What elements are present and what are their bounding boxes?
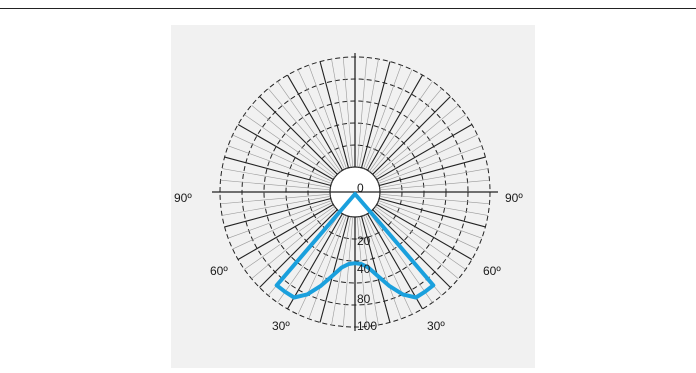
grid-spoke-minor <box>370 88 443 174</box>
angle-label-right-60: 60º <box>483 264 501 278</box>
grid-spoke-major <box>259 96 338 175</box>
grid-spoke-major <box>287 213 343 310</box>
grid-spoke-minor <box>378 145 482 184</box>
grid-spoke-minor <box>363 65 402 169</box>
grid-spoke-minor <box>369 81 433 172</box>
grid-spoke-minor <box>379 168 489 188</box>
grid-spoke-major <box>259 209 338 288</box>
grid-spoke-major <box>372 209 451 288</box>
grid-spoke-major <box>237 204 334 260</box>
grid-spoke-minor <box>331 58 351 168</box>
grid-spoke-minor <box>379 193 490 205</box>
grid-spoke-minor <box>369 212 433 303</box>
grid-spoke-minor <box>220 193 331 205</box>
grid-spoke-minor <box>342 57 354 168</box>
grid-spoke-minor <box>277 212 341 303</box>
grid-spoke-major <box>372 96 451 175</box>
grid-spoke-major <box>224 197 331 228</box>
grid-spoke-minor <box>267 88 340 174</box>
grid-spoke-minor <box>379 179 490 191</box>
grid-spoke-major <box>367 213 423 310</box>
grid-spoke-major <box>319 216 350 323</box>
grid-spoke-minor <box>251 104 337 177</box>
grid-spoke-minor <box>375 114 466 178</box>
grid-spoke-minor <box>244 206 335 270</box>
grid-spoke-minor <box>220 179 331 191</box>
grid-spoke-minor <box>363 215 402 319</box>
grid-spoke-major <box>237 124 334 180</box>
grid-spoke-minor <box>342 216 354 327</box>
grid-spoke-minor <box>221 168 331 188</box>
grid-spoke-minor <box>365 69 413 170</box>
grid-spoke-minor <box>251 207 337 280</box>
grid-spoke-minor <box>297 69 345 170</box>
grid-spoke-major <box>367 74 423 171</box>
grid-spoke-minor <box>228 145 332 184</box>
radial-label-20: 20 <box>357 234 371 248</box>
grid-spoke-minor <box>297 214 345 315</box>
grid-spoke-minor <box>228 200 332 239</box>
grid-spoke-minor <box>359 58 379 168</box>
grid-spoke-minor <box>377 134 478 182</box>
grid-spoke-minor <box>377 202 478 250</box>
top-divider <box>0 8 696 9</box>
grid-spoke-major <box>319 61 350 168</box>
grid-spoke-major <box>379 156 486 187</box>
angle-label-left-60: 60º <box>210 264 228 278</box>
grid-spoke-minor <box>378 200 482 239</box>
grid-spoke-minor <box>379 196 489 216</box>
polar-grid <box>212 53 498 331</box>
grid-spoke-minor <box>373 104 459 177</box>
grid-spoke-minor <box>365 214 413 315</box>
grid-spoke-minor <box>308 215 347 319</box>
grid-spoke-major <box>287 74 343 171</box>
grid-spoke-minor <box>375 206 466 270</box>
grid-spoke-major <box>376 204 473 260</box>
grid-spoke-major <box>224 156 331 187</box>
polar-series <box>274 192 436 300</box>
grid-spoke-major <box>360 216 391 323</box>
intensity-curve <box>274 192 436 300</box>
grid-spoke-minor <box>356 216 368 327</box>
radial-label-80: 80 <box>357 292 371 306</box>
grid-spoke-major <box>376 124 473 180</box>
grid-spoke-minor <box>373 207 459 280</box>
grid-spoke-minor <box>221 196 331 216</box>
chart-labels: 90º 60º 30º 30º 60º 90º 0 20 40 80 100 <box>174 181 523 333</box>
grid-spoke-minor <box>244 114 335 178</box>
grid-spoke-minor <box>232 134 333 182</box>
grid-spoke-minor <box>331 216 351 326</box>
grid-spoke-minor <box>308 65 347 169</box>
angle-label-left-30: 30º <box>272 319 290 333</box>
grid-spoke-major <box>379 197 486 228</box>
radial-label-0: 0 <box>357 181 364 195</box>
grid-spoke-minor <box>232 202 333 250</box>
radial-label-40: 40 <box>357 262 371 276</box>
grid-spoke-major <box>360 61 391 168</box>
angle-label-right-90: 90º <box>505 191 523 205</box>
radial-label-100: 100 <box>357 319 377 333</box>
angle-label-left-90: 90º <box>174 191 192 205</box>
grid-spoke-minor <box>356 57 368 168</box>
angle-label-right-30: 30º <box>427 319 445 333</box>
grid-spoke-minor <box>277 81 341 172</box>
grid-spoke-minor <box>359 216 379 326</box>
